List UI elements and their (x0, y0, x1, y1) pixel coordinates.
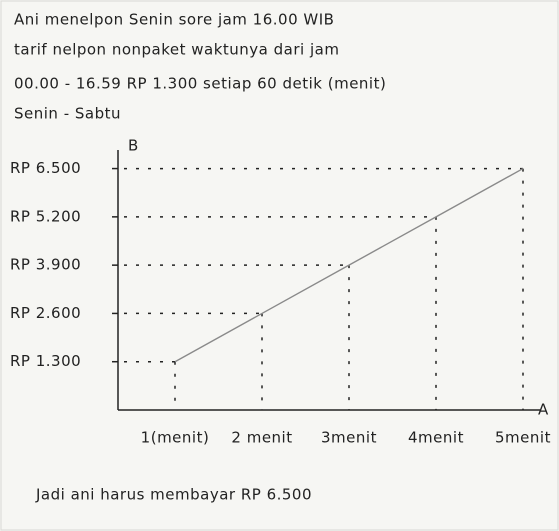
note-line: Senin - Sabtu (14, 105, 121, 123)
x-tick-label: 2 menit (231, 429, 292, 447)
x-tick-label: 4menit (408, 429, 464, 447)
line (174, 167, 524, 363)
y-tick-label: RP 6.500 (10, 159, 81, 177)
note-line: tarif nelpon nonpaket waktunya dari jam (14, 41, 339, 59)
note-line: Ani menelpon Senin sore jam 16.00 WIB (14, 11, 334, 29)
y-tick-label: RP 3.900 (10, 256, 81, 274)
y-axis-label: B (128, 137, 139, 155)
y-tick-label: RP 1.300 (10, 352, 81, 370)
note-line: 00.00 - 16.59 RP 1.300 setiap 60 detik (… (14, 75, 386, 93)
y-tick-label: RP 5.200 (10, 207, 81, 225)
x-tick-label: 5menit (495, 429, 551, 447)
x-tick-label: 3menit (321, 429, 377, 447)
y-tick-label: RP 2.600 (10, 304, 81, 322)
x-axis-label: A (538, 401, 549, 419)
x-tick-label: 1(menit) (141, 429, 210, 447)
conclusion: Jadi ani harus membayar RP 6.500 (35, 486, 312, 504)
